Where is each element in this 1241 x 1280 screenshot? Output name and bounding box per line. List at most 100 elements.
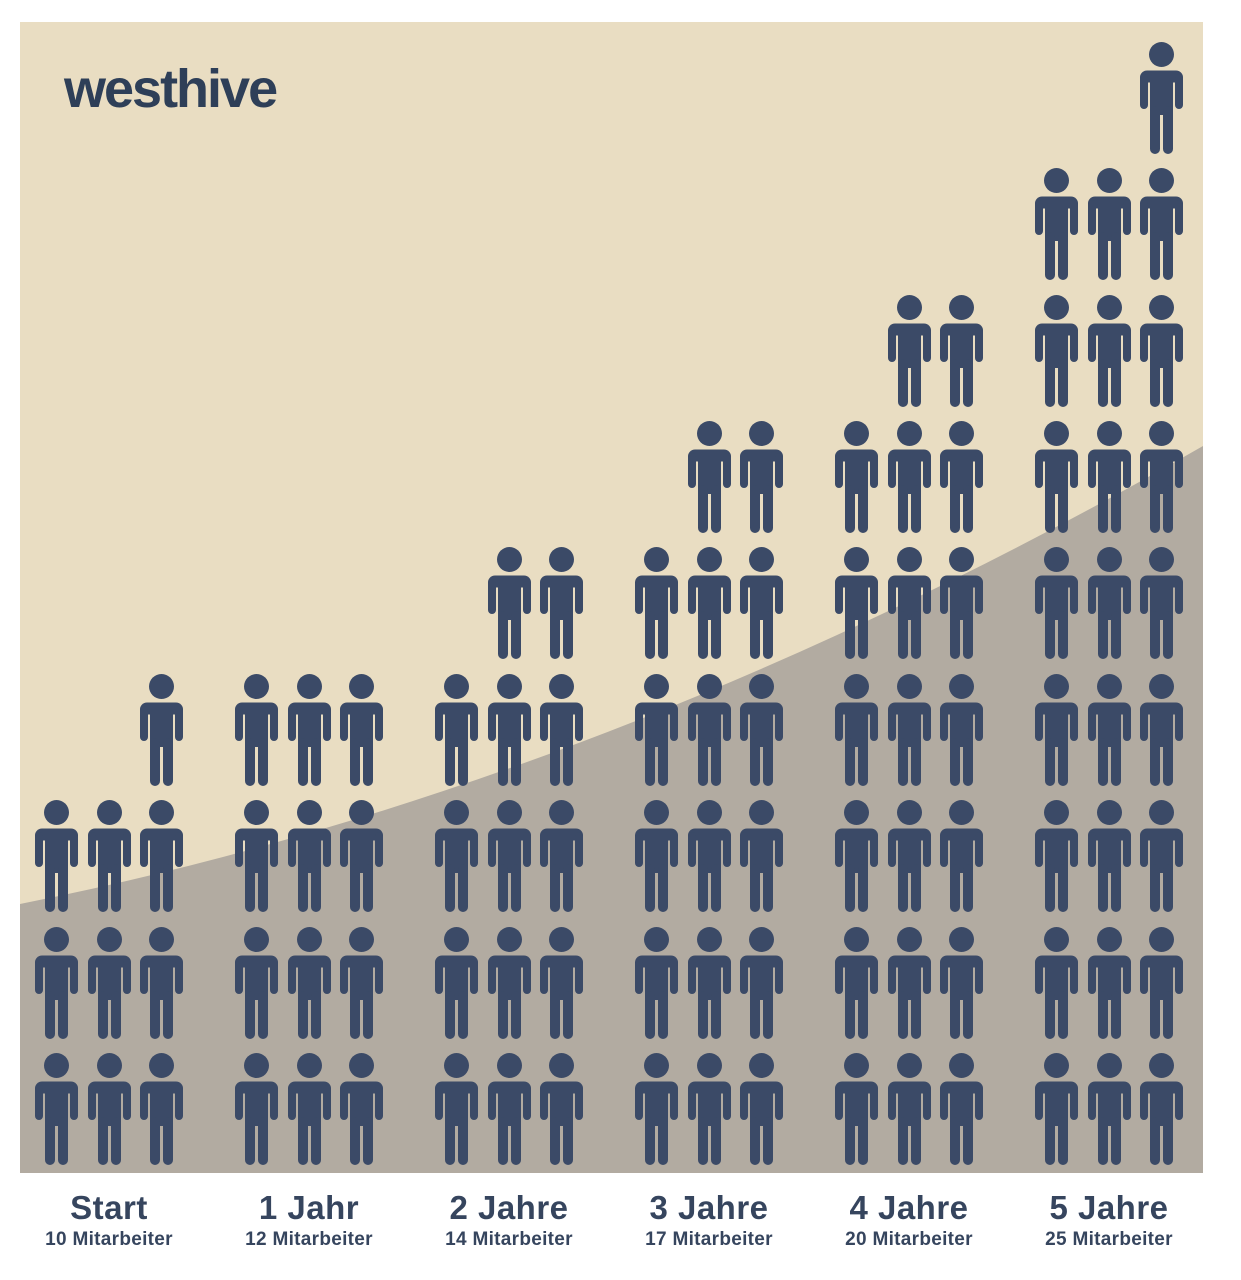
person-icon bbox=[140, 800, 183, 913]
person-icon bbox=[1087, 294, 1131, 407]
person-icon bbox=[1087, 1053, 1131, 1165]
person-icon bbox=[1035, 800, 1078, 913]
category-title: 4 Jahre bbox=[849, 1189, 969, 1226]
person-icon bbox=[687, 547, 731, 660]
person-icon bbox=[740, 1053, 783, 1165]
category-label-4-jahre: 4 Jahre 20 Mitarbeiter bbox=[809, 1190, 1009, 1251]
person-icon bbox=[1140, 41, 1183, 154]
brand-logo: westhive bbox=[64, 59, 278, 119]
person-icon bbox=[635, 547, 678, 660]
person-icon bbox=[940, 547, 983, 660]
person-icon bbox=[35, 926, 78, 1039]
person-icon bbox=[1140, 168, 1183, 281]
person-icon bbox=[1140, 1053, 1183, 1165]
person-icon bbox=[887, 547, 931, 660]
category-title: 5 Jahre bbox=[1049, 1189, 1169, 1226]
person-icon bbox=[1140, 673, 1183, 786]
category-label-start: Start 10 Mitarbeiter bbox=[9, 1190, 209, 1251]
person-icon bbox=[635, 673, 678, 786]
person-icon bbox=[487, 926, 531, 1039]
person-icon bbox=[540, 673, 583, 786]
person-icon bbox=[435, 1053, 478, 1165]
person-icon bbox=[340, 1053, 383, 1165]
category-title: 3 Jahre bbox=[649, 1189, 769, 1226]
person-icon bbox=[887, 800, 931, 913]
person-icon bbox=[1035, 926, 1078, 1039]
person-icon bbox=[140, 1053, 183, 1165]
person-icon bbox=[287, 673, 331, 786]
person-icon bbox=[1140, 294, 1183, 407]
person-icon bbox=[835, 1053, 878, 1165]
person-icon bbox=[940, 1053, 983, 1165]
category-count: 20 Mitarbeiter bbox=[845, 1229, 973, 1250]
person-icon bbox=[1087, 421, 1131, 533]
person-icon bbox=[140, 926, 183, 1039]
person-icon bbox=[487, 547, 531, 660]
person-icon bbox=[235, 673, 278, 786]
category-label-3-jahre: 3 Jahre 17 Mitarbeiter bbox=[609, 1190, 809, 1251]
person-icon bbox=[287, 1053, 331, 1165]
category-count: 25 Mitarbeiter bbox=[1045, 1229, 1173, 1250]
person-icon bbox=[1087, 547, 1131, 660]
person-icon bbox=[1035, 294, 1078, 407]
person-icon bbox=[940, 294, 983, 407]
person-icon bbox=[435, 800, 478, 913]
person-icon bbox=[1035, 673, 1078, 786]
person-icon bbox=[87, 1053, 131, 1165]
person-icon bbox=[1140, 800, 1183, 913]
person-icon bbox=[940, 673, 983, 786]
person-icon bbox=[740, 547, 783, 660]
person-icon bbox=[235, 800, 278, 913]
person-icon bbox=[887, 1053, 931, 1165]
person-icon bbox=[287, 926, 331, 1039]
person-icon bbox=[635, 800, 678, 913]
person-icon bbox=[940, 926, 983, 1039]
category-title: 2 Jahre bbox=[449, 1189, 569, 1226]
category-label-2-jahre: 2 Jahre 14 Mitarbeiter bbox=[409, 1190, 609, 1251]
category-count: 12 Mitarbeiter bbox=[245, 1229, 373, 1250]
person-icon bbox=[740, 421, 783, 533]
person-icon bbox=[540, 547, 583, 660]
category-labels: Start 10 Mitarbeiter 1 Jahr 12 Mitarbeit… bbox=[0, 1190, 1241, 1270]
person-icon bbox=[1087, 800, 1131, 913]
pictogram-area bbox=[20, 22, 1203, 1173]
person-icon bbox=[835, 800, 878, 913]
person-icon bbox=[340, 673, 383, 786]
person-icon bbox=[1087, 168, 1131, 281]
person-icon bbox=[235, 1053, 278, 1165]
person-icon bbox=[87, 926, 131, 1039]
person-icon bbox=[487, 1053, 531, 1165]
pictogram-canvas: westhive bbox=[20, 22, 1203, 1173]
person-icon bbox=[835, 421, 878, 533]
person-icon bbox=[835, 926, 878, 1039]
person-icon bbox=[1035, 168, 1078, 281]
person-icon bbox=[687, 421, 731, 533]
category-title: Start bbox=[70, 1189, 148, 1226]
person-icon bbox=[1035, 547, 1078, 660]
person-icon bbox=[635, 1053, 678, 1165]
person-icon bbox=[287, 800, 331, 913]
person-icon bbox=[740, 800, 783, 913]
person-icon bbox=[35, 1053, 78, 1165]
person-icon bbox=[35, 800, 78, 913]
person-icon bbox=[435, 673, 478, 786]
category-title: 1 Jahr bbox=[258, 1189, 360, 1226]
person-icon bbox=[887, 421, 931, 533]
person-icon bbox=[740, 673, 783, 786]
person-icon bbox=[487, 800, 531, 913]
person-icon bbox=[1035, 1053, 1078, 1165]
person-icon bbox=[687, 1053, 731, 1165]
person-icon bbox=[540, 1053, 583, 1165]
category-count: 17 Mitarbeiter bbox=[645, 1229, 773, 1250]
person-icon bbox=[340, 926, 383, 1039]
person-icon bbox=[140, 673, 183, 786]
category-label-5-jahre: 5 Jahre 25 Mitarbeiter bbox=[1009, 1190, 1209, 1251]
person-icon bbox=[340, 800, 383, 913]
person-icon bbox=[1035, 421, 1078, 533]
person-icon bbox=[1140, 926, 1183, 1039]
person-icon bbox=[887, 673, 931, 786]
person-icon bbox=[887, 926, 931, 1039]
person-icon bbox=[835, 547, 878, 660]
person-icon bbox=[1087, 673, 1131, 786]
